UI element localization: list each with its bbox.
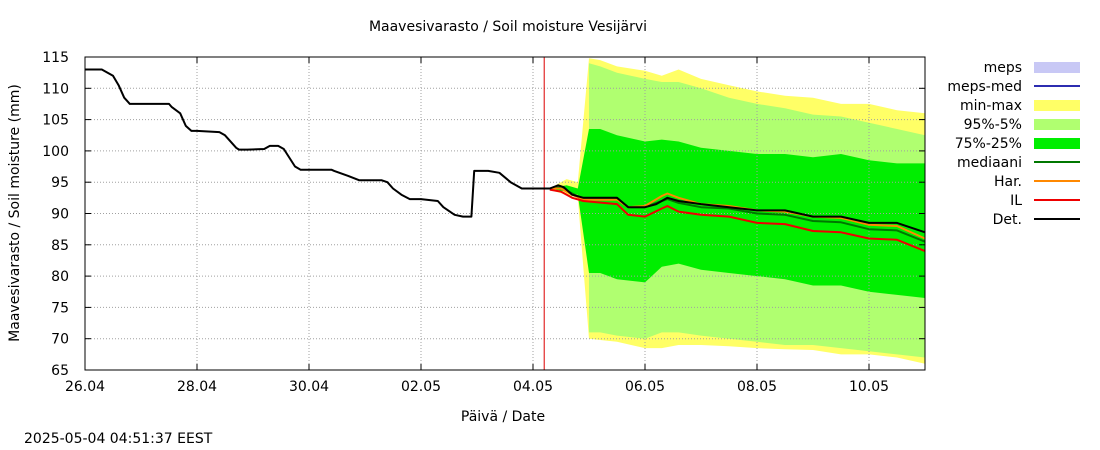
line-il — [549, 188, 926, 253]
series-lines — [85, 68, 926, 253]
timestamp: 2025-05-04 04:51:37 EEST — [24, 431, 213, 447]
y-tick-label: 110 — [42, 81, 69, 97]
band-75-25- — [555, 129, 925, 298]
legend-label: 95%-5% — [964, 117, 1022, 133]
x-tick-label: 26.04 — [65, 379, 105, 395]
axis-ticks: 26.04 28.04 30.04 02.05 04.05 06.05 08.05 10.05… — [42, 50, 925, 395]
legend-label: Det. — [993, 212, 1022, 228]
legend-label: meps-med — [947, 79, 1022, 95]
line-har- — [549, 187, 926, 240]
y-tick-label: 115 — [42, 50, 69, 66]
y-tick-label: 90 — [51, 207, 69, 223]
y-tick-label: 100 — [42, 144, 69, 160]
y-tick-label: 105 — [42, 113, 69, 129]
x-tick-label: 10.05 — [849, 379, 889, 395]
x-tick-label: 28.04 — [177, 379, 217, 395]
legend: meps meps-med min-max 95%-5% 75%-25% mediaani… — [947, 60, 1080, 228]
y-tick-label: 75 — [51, 300, 69, 316]
line-det- — [85, 68, 926, 234]
legend-swatch — [1034, 119, 1080, 130]
legend-swatch — [1034, 62, 1080, 73]
legend-label: meps — [984, 60, 1022, 76]
y-tick-label: 70 — [51, 332, 69, 348]
x-tick-label: 06.05 — [625, 379, 665, 395]
x-tick-label: 02.05 — [401, 379, 441, 395]
y-tick-label: 80 — [51, 269, 69, 285]
x-tick-label: 08.05 — [737, 379, 777, 395]
y-tick-label: 95 — [51, 175, 69, 191]
legend-label: 75%-25% — [955, 136, 1022, 152]
legend-swatch — [1034, 100, 1080, 111]
legend-label: min-max — [960, 98, 1022, 114]
grid-lines — [85, 57, 925, 370]
x-tick-label: 30.04 — [289, 379, 329, 395]
legend-label: mediaani — [957, 155, 1022, 171]
legend-label: Har. — [994, 174, 1022, 190]
x-axis-label: Päivä / Date — [461, 409, 545, 425]
y-axis-label: Maavesivarasto / Soil moisture (mm) — [7, 84, 23, 342]
x-tick-label: 04.05 — [513, 379, 553, 395]
legend-swatch — [1034, 138, 1080, 149]
chart-title: Maavesivarasto / Soil moisture Vesijärvi — [369, 19, 647, 35]
y-tick-label: 85 — [51, 238, 69, 254]
legend-label: IL — [1010, 193, 1022, 209]
y-tick-label: 65 — [51, 363, 69, 379]
